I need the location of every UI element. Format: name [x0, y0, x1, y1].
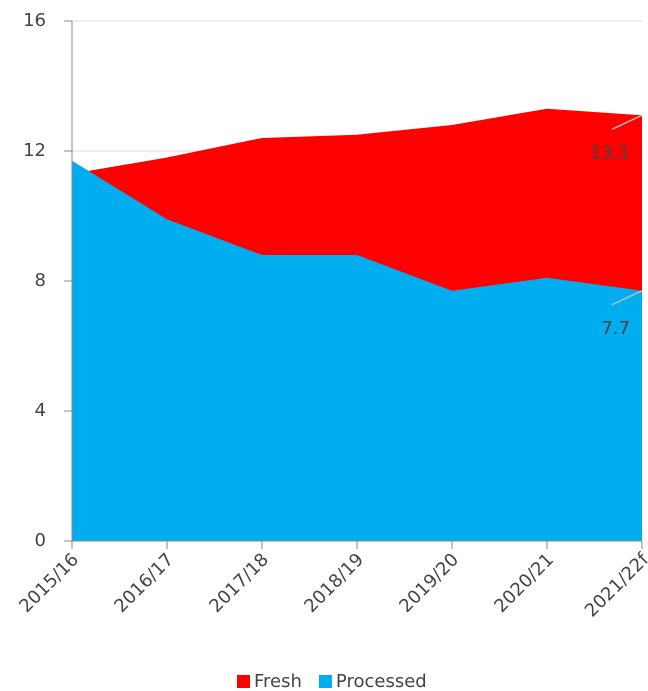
legend-label: Fresh	[254, 671, 302, 691]
legend-swatch	[318, 675, 332, 688]
y-tick-label: 12	[23, 140, 46, 161]
legend-swatch	[237, 675, 250, 688]
legend-label: Processed	[336, 671, 427, 691]
data-label: 13.1	[590, 142, 630, 163]
data-label: 7.7	[601, 318, 630, 339]
x-tick-label: 2018/19	[300, 549, 368, 617]
x-tick-label: 2020/21	[490, 549, 558, 617]
y-tick-label: 0	[35, 530, 46, 551]
y-tick-label: 8	[35, 270, 46, 291]
leader-line	[611, 290, 643, 306]
x-tick-label: 2015/16	[15, 549, 83, 617]
leader-line	[611, 114, 643, 130]
x-tick-label: 2021/22f	[581, 549, 648, 622]
x-tick-label: 2016/17	[110, 549, 178, 617]
area	[72, 160, 642, 541]
y-tick-label: 16	[23, 10, 46, 31]
x-tick-label: 2019/20	[395, 549, 463, 617]
y-tick-label: 4	[35, 400, 46, 421]
x-tick-label: 2017/18	[205, 549, 273, 617]
